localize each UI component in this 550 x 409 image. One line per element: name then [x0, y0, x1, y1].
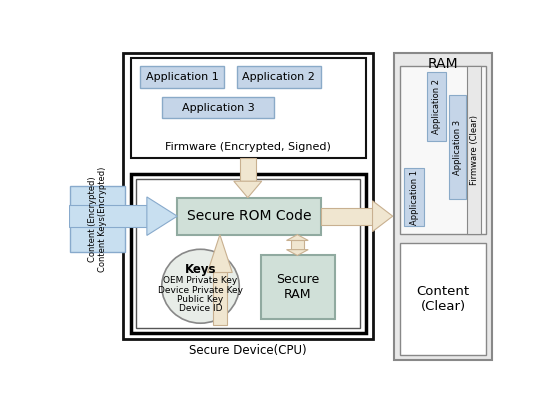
Bar [427, 72, 446, 142]
Text: Secure
RAM: Secure RAM [276, 273, 320, 301]
Bar [213, 272, 227, 325]
Text: RAM: RAM [428, 57, 458, 71]
Bar [467, 66, 481, 234]
Bar [240, 158, 256, 181]
Text: Application 3: Application 3 [453, 120, 461, 175]
Text: Device ID: Device ID [179, 304, 222, 313]
Bar [69, 205, 147, 227]
Text: Application 1: Application 1 [410, 170, 419, 225]
Text: Application 1: Application 1 [146, 72, 218, 82]
Bar [291, 240, 304, 249]
Bar [136, 179, 360, 328]
Bar [321, 208, 372, 225]
Text: Application 2: Application 2 [243, 72, 315, 82]
Bar [261, 256, 334, 319]
Text: Secure Device(CPU): Secure Device(CPU) [189, 344, 306, 357]
Bar [131, 174, 366, 333]
Polygon shape [234, 181, 262, 198]
Bar [400, 66, 486, 234]
Text: Keys: Keys [185, 263, 216, 276]
Text: Application 2: Application 2 [432, 79, 441, 134]
Text: Secure ROM Code: Secure ROM Code [186, 209, 311, 223]
Bar [448, 95, 465, 199]
Polygon shape [287, 249, 308, 256]
Polygon shape [287, 235, 308, 240]
Text: OEM Private Key: OEM Private Key [163, 276, 238, 285]
Text: Firmware (Encrypted, Signed): Firmware (Encrypted, Signed) [165, 142, 331, 152]
Polygon shape [372, 201, 393, 231]
Bar [162, 97, 274, 118]
Bar [404, 169, 424, 226]
Bar [400, 243, 486, 355]
Text: Content (Encrypted)
Content Keys(Encrypted): Content (Encrypted) Content Keys(Encrypt… [88, 166, 107, 272]
Bar [177, 198, 321, 235]
Bar [394, 53, 492, 360]
Text: Content
(Clear): Content (Clear) [416, 285, 470, 313]
Bar [140, 66, 224, 88]
Polygon shape [147, 197, 177, 236]
Bar [70, 186, 124, 252]
Bar [131, 58, 366, 158]
Bar [237, 66, 321, 88]
Bar [123, 53, 372, 339]
Text: Application 3: Application 3 [182, 103, 254, 112]
Ellipse shape [162, 249, 239, 323]
Text: Device Private Key: Device Private Key [158, 285, 243, 294]
Polygon shape [207, 235, 232, 272]
Text: Firmware (Clear): Firmware (Clear) [470, 115, 478, 185]
Text: Public Key: Public Key [177, 295, 224, 304]
